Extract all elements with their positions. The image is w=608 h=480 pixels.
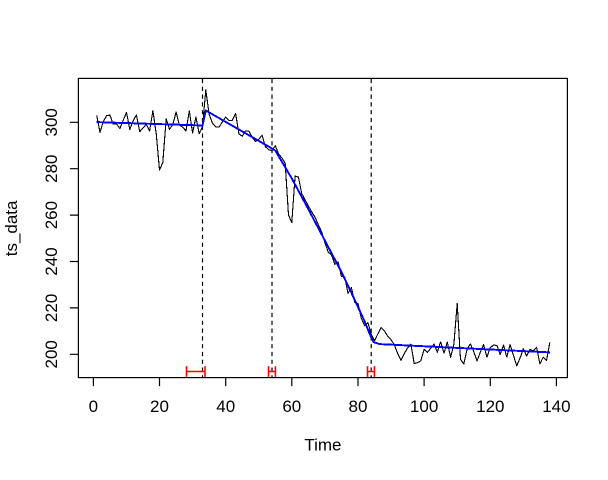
svg-text:ts_data: ts_data: [2, 200, 21, 256]
svg-text:Time: Time: [304, 436, 341, 455]
svg-text:60: 60: [282, 397, 301, 416]
svg-text:120: 120: [476, 397, 504, 416]
svg-text:200: 200: [42, 340, 61, 368]
svg-text:140: 140: [542, 397, 570, 416]
svg-text:40: 40: [216, 397, 235, 416]
svg-text:280: 280: [42, 155, 61, 183]
svg-text:240: 240: [42, 247, 61, 275]
svg-text:20: 20: [150, 397, 169, 416]
svg-text:220: 220: [42, 294, 61, 322]
svg-text:100: 100: [410, 397, 438, 416]
svg-text:0: 0: [89, 397, 98, 416]
svg-text:80: 80: [349, 397, 368, 416]
svg-text:300: 300: [42, 108, 61, 136]
svg-text:260: 260: [42, 201, 61, 229]
